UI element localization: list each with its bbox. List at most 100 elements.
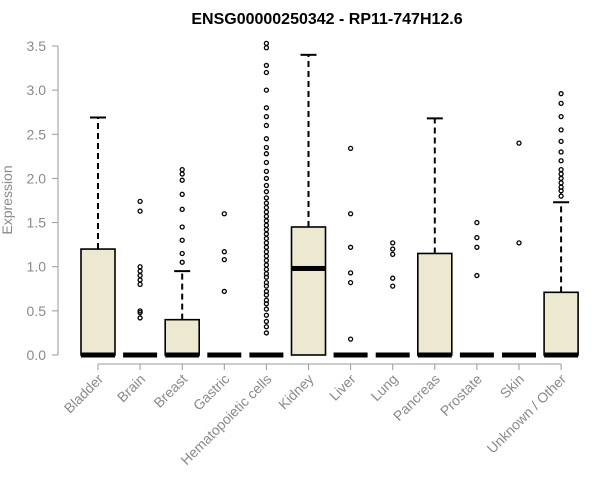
outlier-point	[263, 318, 270, 325]
outlier-point	[263, 231, 270, 237]
chart-title: ENSG00000250342 - RP11-747H12.6	[191, 11, 462, 28]
box-rect	[164, 318, 200, 356]
outlier-point	[263, 235, 270, 242]
outlier-point	[221, 288, 227, 295]
x-tick-label: Unknown / Other	[484, 371, 570, 457]
outlier-point	[390, 283, 396, 289]
outlier-point	[137, 272, 143, 279]
outlier-point	[137, 264, 143, 270]
outlier-point	[137, 268, 143, 274]
outlier-point	[263, 200, 270, 206]
outlier-point	[179, 224, 185, 230]
outlier-point	[137, 308, 143, 314]
y-axis-label: Expression	[0, 165, 15, 234]
outlier-point	[558, 138, 564, 144]
box-rect	[543, 291, 579, 356]
box-unknown-other	[543, 91, 579, 358]
outlier-point	[137, 309, 143, 316]
outlier-point	[263, 144, 270, 151]
outlier-point	[263, 151, 270, 157]
y-tick-label: 1.5	[27, 215, 47, 231]
outlier-point	[179, 171, 185, 177]
outlier-point	[263, 244, 270, 250]
box-liver	[333, 145, 368, 358]
median-line	[207, 352, 242, 358]
outlier-point	[558, 149, 564, 155]
outlier-point	[221, 211, 227, 217]
outlier-point	[347, 244, 354, 250]
outlier-point	[263, 312, 270, 318]
outlier-point	[221, 249, 227, 255]
outlier-point	[179, 237, 185, 243]
outlier-point	[179, 191, 185, 197]
outlier-point	[558, 166, 564, 173]
outlier-point	[347, 270, 354, 276]
outlier-point	[390, 275, 396, 281]
outlier-point	[263, 87, 270, 93]
y-axis: 0.0 0.5 1.0 1.5 2.0 2.5 3.0 3.5	[27, 38, 59, 363]
outlier-point	[347, 145, 354, 152]
outlier-point	[263, 257, 270, 264]
outlier-point	[558, 171, 564, 177]
median-line	[333, 352, 368, 358]
median-line	[123, 352, 158, 358]
outlier-point	[558, 175, 564, 182]
x-tick-label: Pancreas	[390, 371, 443, 424]
box-brain	[123, 198, 158, 358]
outlier-point	[263, 45, 270, 51]
outlier-point	[558, 127, 564, 133]
outlier-point	[474, 244, 480, 250]
outlier-point	[137, 208, 143, 214]
median-line	[459, 352, 494, 358]
box-prostate	[459, 219, 494, 358]
outlier-point	[263, 271, 270, 277]
outlier-point	[263, 113, 270, 120]
outlier-point	[558, 193, 564, 199]
median-line	[502, 352, 536, 358]
median-line	[249, 352, 284, 358]
outlier-point	[263, 218, 270, 224]
box-rect	[80, 248, 116, 356]
box-rect	[290, 226, 327, 356]
y-tick-label: 2.5	[27, 126, 47, 142]
outlier-point	[263, 189, 270, 195]
outlier-point	[347, 211, 354, 217]
outlier-point	[263, 40, 270, 47]
outlier-point	[221, 257, 227, 263]
x-tick-label: Lung	[367, 371, 400, 404]
outlier-point	[558, 184, 564, 190]
median-line	[291, 265, 326, 271]
outlier-point	[263, 182, 270, 189]
median-line	[165, 352, 200, 358]
x-tick-label: Skin	[497, 371, 528, 402]
box-gastric	[207, 211, 242, 358]
median-line	[417, 352, 452, 358]
box-breast	[164, 166, 200, 358]
outlier-point	[263, 168, 270, 175]
outlier-point	[179, 206, 185, 212]
outlier-point	[347, 336, 354, 342]
median-line	[81, 352, 115, 358]
outlier-point	[516, 140, 522, 146]
x-tick-label: Prostate	[437, 371, 485, 419]
outlier-point	[137, 281, 143, 288]
box-kidney	[290, 53, 327, 356]
y-tick-label: 3.0	[27, 82, 47, 98]
outlier-point	[263, 306, 270, 312]
outlier-point	[263, 175, 270, 182]
outlier-point	[179, 177, 185, 183]
boxes-group	[80, 40, 579, 358]
outlier-point	[558, 158, 564, 164]
outlier-point	[474, 219, 480, 226]
outlier-point	[263, 122, 270, 129]
outlier-point	[137, 315, 143, 321]
outlier-point	[558, 180, 564, 186]
outlier-point	[137, 277, 143, 283]
outlier-point	[558, 100, 564, 107]
x-tick-label: Bladder	[61, 371, 107, 417]
outlier-point	[263, 213, 270, 220]
outlier-point	[263, 209, 270, 215]
outlier-point	[263, 262, 270, 268]
outlier-point	[390, 251, 396, 258]
